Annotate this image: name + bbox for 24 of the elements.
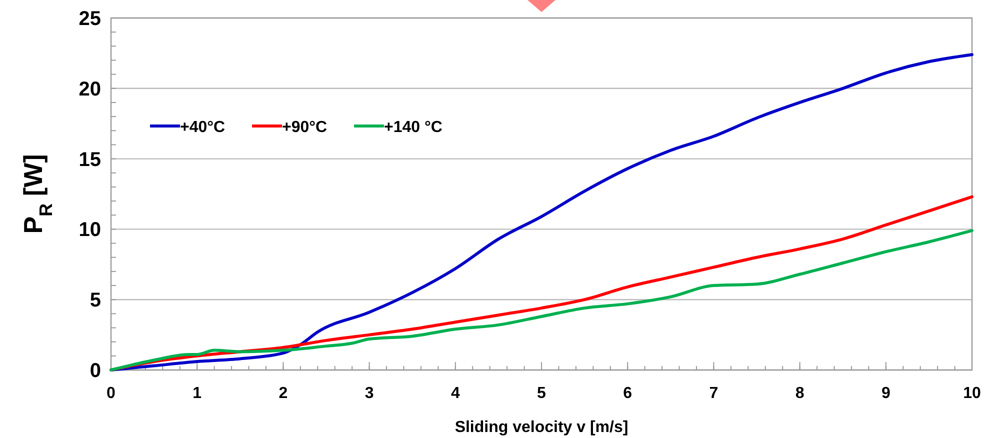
x-tick-label: 1 (192, 385, 202, 402)
x-tick-label: 8 (795, 385, 804, 402)
line-series (110, 229, 974, 372)
line-series (110, 53, 974, 372)
x-tick-label: 2 (278, 385, 288, 402)
x-tick-label: 4 (450, 385, 460, 402)
y-tick-label: 25 (78, 8, 101, 30)
y-tick-label: 5 (90, 290, 101, 312)
y-tick-label: 20 (78, 78, 101, 100)
x-axis-title: Sliding velocity v [m/s] (454, 419, 628, 436)
x-tick-label: 9 (881, 385, 890, 402)
x-tick-label: 7 (709, 385, 718, 402)
legend-label: +90°C (282, 119, 328, 136)
x-tick-label: 6 (623, 385, 632, 402)
x-tick-label: 5 (537, 385, 546, 402)
x-tick-label: 10 (963, 385, 981, 402)
y-tick-label: 10 (78, 219, 101, 242)
x-tick-label: 3 (364, 385, 374, 402)
y-tick-label: 15 (78, 148, 101, 171)
line-series (110, 195, 974, 372)
x-tick-label: 0 (106, 385, 116, 402)
legend-label: +140 °C (384, 119, 443, 136)
y-tick-label: 0 (90, 360, 101, 382)
legend-label: +40°C (180, 119, 226, 136)
